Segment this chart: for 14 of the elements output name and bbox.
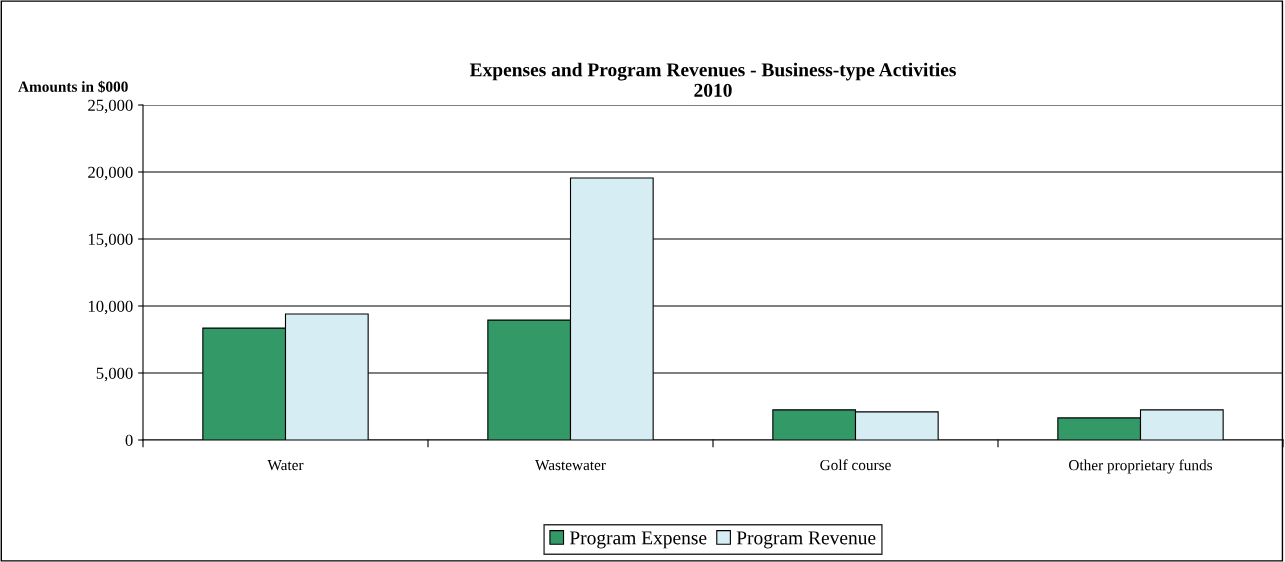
chart-title: Expenses and Program Revenues - Business-type Activities 2010 xyxy=(469,62,956,97)
legend-label: Program Revenue xyxy=(736,531,876,549)
x-tick-label: Other proprietary funds xyxy=(1069,459,1213,474)
y-tick-label: 15,000 xyxy=(88,233,133,248)
y-tick-label: 5,000 xyxy=(96,367,133,382)
legend-label: Program Expense xyxy=(569,531,707,549)
x-tick-label: Golf course xyxy=(820,459,891,471)
y-tick-label: 20,000 xyxy=(88,166,133,181)
y-tick-label: 10,000 xyxy=(88,300,133,315)
y-tick-label: 0 xyxy=(125,434,133,446)
y-tick-label: 25,000 xyxy=(88,99,133,114)
y-axis-title: Amounts in $000 xyxy=(18,80,128,93)
x-tick-label: Wastewater xyxy=(535,460,606,471)
x-tick-label: Water xyxy=(267,460,304,471)
